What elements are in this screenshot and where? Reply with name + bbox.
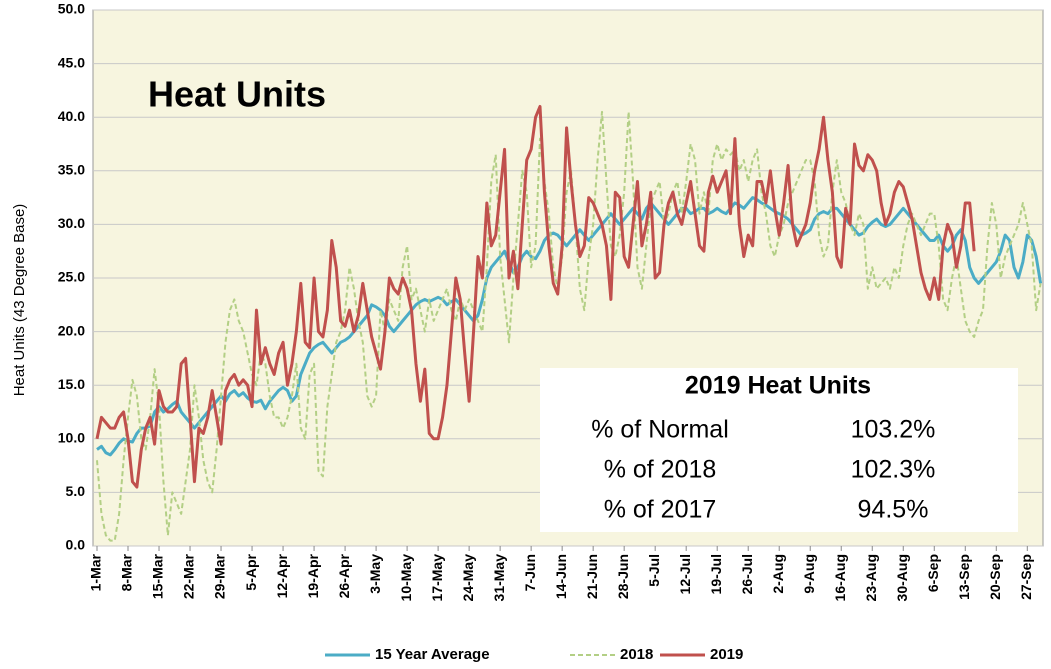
x-tick-label: 10-May [398,554,414,602]
y-tick-label: 45.0 [58,54,85,70]
y-tick-label: 50.0 [58,1,85,17]
y-tick-label: 35.0 [58,162,85,178]
x-tick-label: 2-Aug [770,554,786,594]
x-tick-label: 16-Aug [832,554,848,601]
x-tick-label: 23-Aug [863,554,879,601]
legend-label: 2018 [620,646,653,663]
y-tick-label: 15.0 [58,376,85,392]
summary-value: 103.2% [851,416,936,444]
y-tick-label: 20.0 [58,322,85,338]
y-tick-label: 10.0 [58,430,85,446]
x-tick-label: 19-Apr [305,553,321,598]
x-tick-label: 5-Jul [646,554,662,587]
x-tick-label: 28-Jun [615,554,631,599]
chart: Heat Units Heat Units (43 Degree Base) 2… [0,0,1051,664]
x-tick-label: 30-Aug [894,554,910,601]
y-tick-label: 0.0 [66,537,86,553]
summary-label: % of Normal [591,416,729,444]
summary-label: % of 2018 [604,456,717,484]
x-tick-label: 15-Mar [150,553,166,599]
page: {"chart_data": {"type": "line", "title":… [0,0,1051,664]
x-tick-label: 6-Sep [925,554,941,592]
x-tick-label: 12-Apr [274,553,290,598]
x-tick-label: 26-Jul [739,554,755,594]
y-tick-label: 5.0 [66,483,86,499]
x-tick-label: 29-Mar [212,553,228,599]
y-axis-label: Heat Units (43 Degree Base) [11,204,28,397]
x-tick-label: 14-Jun [553,554,569,599]
summary-title: 2019 Heat Units [685,372,871,400]
x-tick-label: 5-Apr [243,553,259,590]
x-tick-label: 3-May [367,554,383,594]
y-tick-label: 40.0 [58,108,85,124]
legend-label: 2019 [710,646,743,663]
x-tick-label: 9-Aug [801,554,817,594]
x-tick-label: 17-May [429,554,445,602]
x-tick-label: 12-Jul [677,554,693,594]
x-tick-label: 22-Mar [181,553,197,599]
y-tick-label: 30.0 [58,215,85,231]
x-tick-label: 24-May [460,554,476,602]
summary-value: 94.5% [858,496,929,524]
summary-label: % of 2017 [604,496,717,524]
legend-label: 15 Year Average [375,646,490,663]
y-tick-label: 25.0 [58,269,85,285]
x-tick-label: 7-Jun [522,554,538,591]
x-tick-label: 13-Sep [956,554,972,600]
summary-value: 102.3% [851,456,936,484]
x-tick-label: 21-Jun [584,554,600,599]
x-tick-label: 31-May [491,554,507,602]
x-tick-label: 26-Apr [336,553,352,598]
x-tick-label: 20-Sep [987,554,1003,600]
x-tick-label: 27-Sep [1018,554,1034,600]
x-tick-label: 8-Mar [119,553,135,591]
chart-title: Heat Units [148,74,326,115]
x-tick-label: 19-Jul [708,554,724,594]
x-tick-label: 1-Mar [88,553,104,591]
